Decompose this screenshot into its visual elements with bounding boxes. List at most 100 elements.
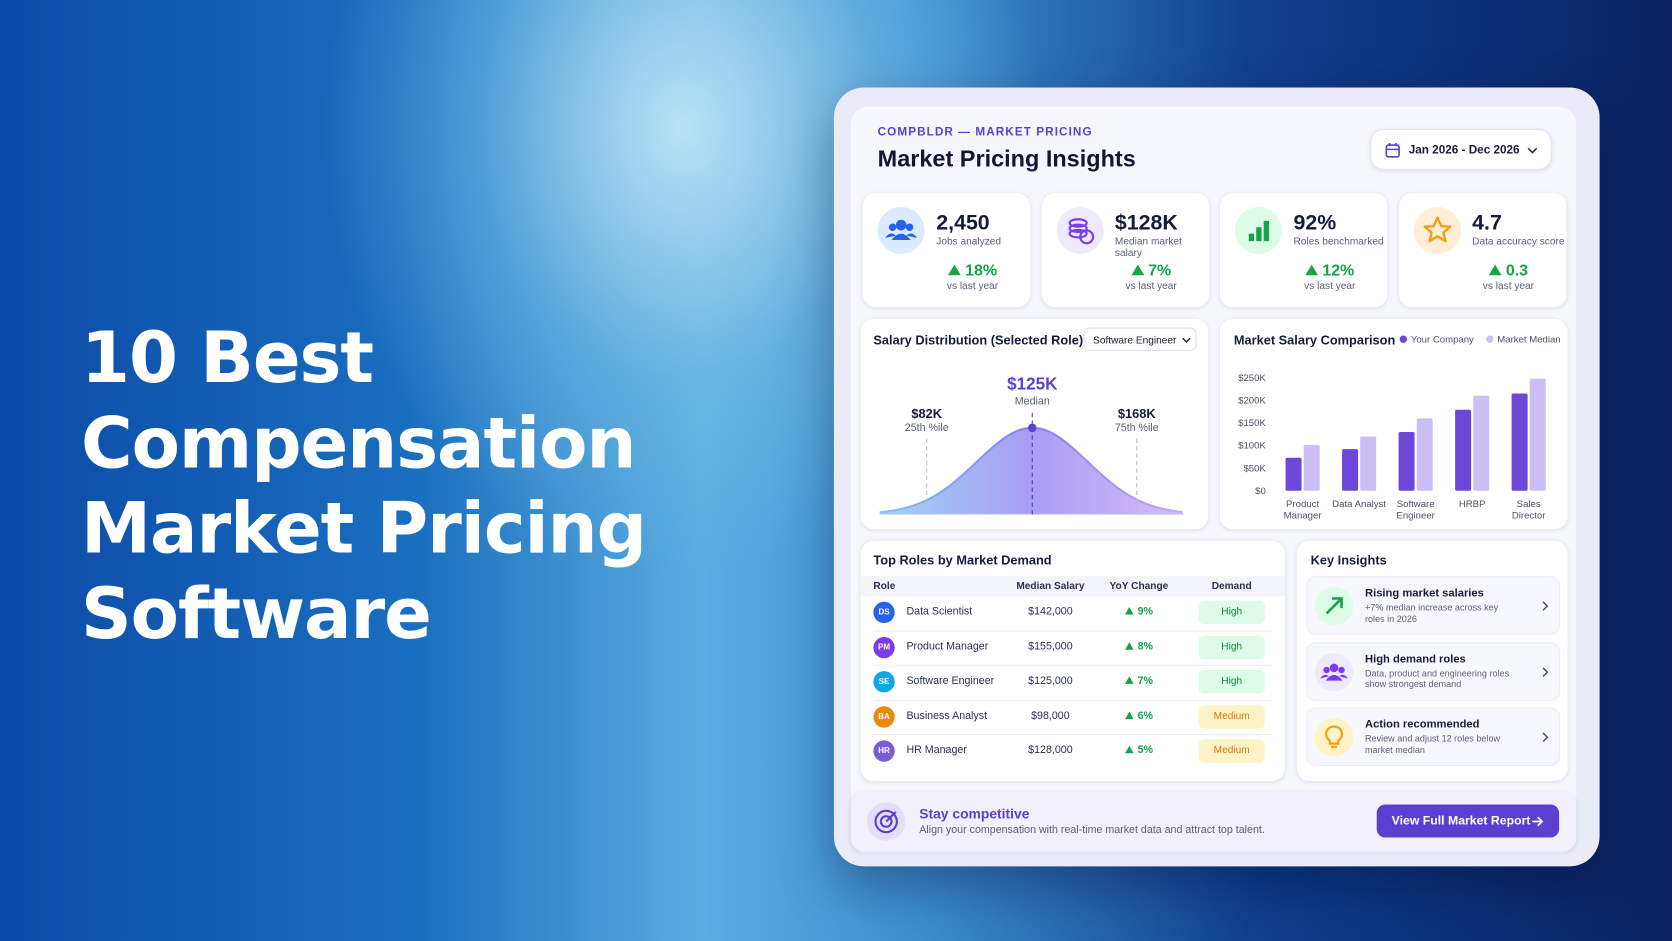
demand-pill: Medium — [1198, 704, 1265, 729]
yoy-change: 5% — [1096, 744, 1181, 757]
up-arrow — [1124, 676, 1134, 684]
table-header-bg — [860, 576, 1286, 597]
role-name: Data Scientist — [906, 605, 973, 618]
insight-icon — [1314, 586, 1354, 626]
kpi-note: vs last year — [1125, 280, 1177, 293]
p25-value: $82K — [911, 406, 942, 422]
comparison-panel: Market Salary Comparison Your Company Mar… — [1219, 319, 1568, 530]
chevron — [1182, 337, 1191, 343]
up-arrow — [1131, 264, 1144, 276]
median-dot — [1028, 423, 1037, 433]
up-arrow — [1305, 264, 1319, 276]
glyph — [1329, 663, 1339, 672]
kpi-change: 18% — [930, 261, 1015, 280]
kpi-card: 2,450 Jobs analyzed 18% vs last year — [862, 193, 1031, 308]
insight-item[interactable]: Action recommended Review and adjust 12 r… — [1306, 707, 1561, 767]
kpi-icon — [1234, 206, 1282, 254]
median-salary: $98,000 — [1031, 710, 1070, 722]
chevron-path — [1542, 732, 1549, 743]
roles-table: Top Roles by Market Demand Role Median Sa… — [860, 540, 1286, 781]
avatar: DS — [873, 601, 895, 624]
demand-pill: High — [1198, 635, 1265, 659]
glyph — [1248, 233, 1255, 242]
dashboard-title: Market Pricing Insights — [877, 145, 1136, 172]
calendar-icon — [1385, 142, 1400, 158]
row-divider — [873, 734, 1273, 736]
bar-chart: Your Company Market Median $0 $50K $100K $150… — [1238, 334, 1561, 497]
role-name: Software Engineer — [906, 675, 995, 688]
kpi-label: Median market salary — [1114, 235, 1182, 260]
insight-item[interactable]: High demand roles Data, product and engin… — [1306, 641, 1561, 701]
bar — [1511, 393, 1528, 491]
glyph — [1325, 597, 1343, 615]
median-value: $125K — [1007, 375, 1058, 394]
bar — [1473, 395, 1490, 491]
chevron — [1527, 147, 1538, 154]
icon-bg — [1314, 718, 1354, 757]
glyph — [1263, 220, 1270, 242]
hero-title: 10 Best Compensation Market Pricing Softwar… — [81, 316, 647, 657]
date-picker[interactable]: Jan 2026 - Dec 2026 — [1370, 129, 1552, 170]
insight-title: Rising market salaries — [1364, 586, 1484, 600]
x-tick-label: HRBP — [1458, 498, 1486, 509]
role-name: HR Manager — [906, 744, 967, 757]
yoy-change: 9% — [1096, 606, 1181, 618]
change-value: 12% — [1322, 261, 1355, 280]
yoy-value: 8% — [1137, 640, 1154, 653]
bar — [1303, 445, 1320, 491]
kpi-label: Jobs analyzed — [936, 235, 1002, 248]
role-select-text: Software Engineer — [1093, 335, 1177, 347]
legend-swatch — [1486, 335, 1494, 344]
chevron-path — [1542, 601, 1549, 611]
bar — [1416, 418, 1433, 491]
yoy-change: 8% — [1096, 640, 1181, 653]
change-value: 7% — [1148, 261, 1172, 280]
up-arrow — [1124, 745, 1134, 754]
report-button[interactable]: View Full Market Report — [1376, 804, 1560, 838]
bar — [1342, 449, 1359, 491]
kpi-card: 92% Roles benchmarked 12% vs last year — [1219, 193, 1388, 308]
yoy-value: 7% — [1137, 675, 1154, 688]
avatar: HR — [873, 740, 895, 762]
glyph — [1067, 218, 1088, 228]
kpi-icon — [877, 206, 925, 254]
chart-title: Market Salary Comparison — [1233, 332, 1396, 348]
yoy-change: 7% — [1096, 675, 1181, 687]
insight-item[interactable]: Rising market salaries +7% median increas… — [1306, 576, 1561, 635]
row-divider — [873, 699, 1273, 701]
yoy-value: 9% — [1137, 605, 1154, 618]
median-label: Median — [1014, 395, 1050, 408]
role-select[interactable]: Software Engineer — [1083, 327, 1197, 352]
bar — [1398, 431, 1415, 491]
y-tick-label: $200K — [1238, 395, 1266, 406]
demand-pill: Medium — [1198, 739, 1265, 763]
y-tick-label: $100K — [1238, 441, 1266, 452]
kpi-change: 0.3 — [1466, 261, 1551, 280]
change-value: 0.3 — [1505, 261, 1529, 280]
icon-bg — [877, 206, 925, 254]
demand-pill: High — [1198, 670, 1265, 694]
icon-bg — [1413, 206, 1461, 254]
curve-area — [879, 427, 1184, 515]
glyph — [905, 223, 914, 231]
chevron-path — [1542, 666, 1549, 677]
p25-label: 25th %ile — [904, 422, 949, 435]
avatar: BA — [873, 705, 895, 728]
yoy-value: 5% — [1137, 744, 1154, 757]
footer-title: Stay competitive — [919, 805, 1030, 822]
up-arrow — [1488, 264, 1502, 276]
distribution-panel: Salary Distribution (Selected Role) Soft… — [860, 319, 1209, 530]
kpi-change: 7% — [1109, 261, 1194, 280]
kpi-icon — [1413, 206, 1461, 254]
column-header: Demand — [1211, 580, 1252, 593]
kpi-note: vs last year — [946, 280, 999, 293]
change-value: 18% — [965, 261, 998, 280]
glyph — [1325, 725, 1343, 748]
p75-value: $168K — [1117, 406, 1156, 422]
kpi-label: Roles benchmarked — [1293, 235, 1384, 248]
kpi-value: $128K — [1114, 211, 1178, 235]
kpi-note: vs last year — [1304, 280, 1356, 293]
legend-label: Your Company — [1411, 334, 1474, 345]
up-arrow — [1124, 607, 1134, 615]
